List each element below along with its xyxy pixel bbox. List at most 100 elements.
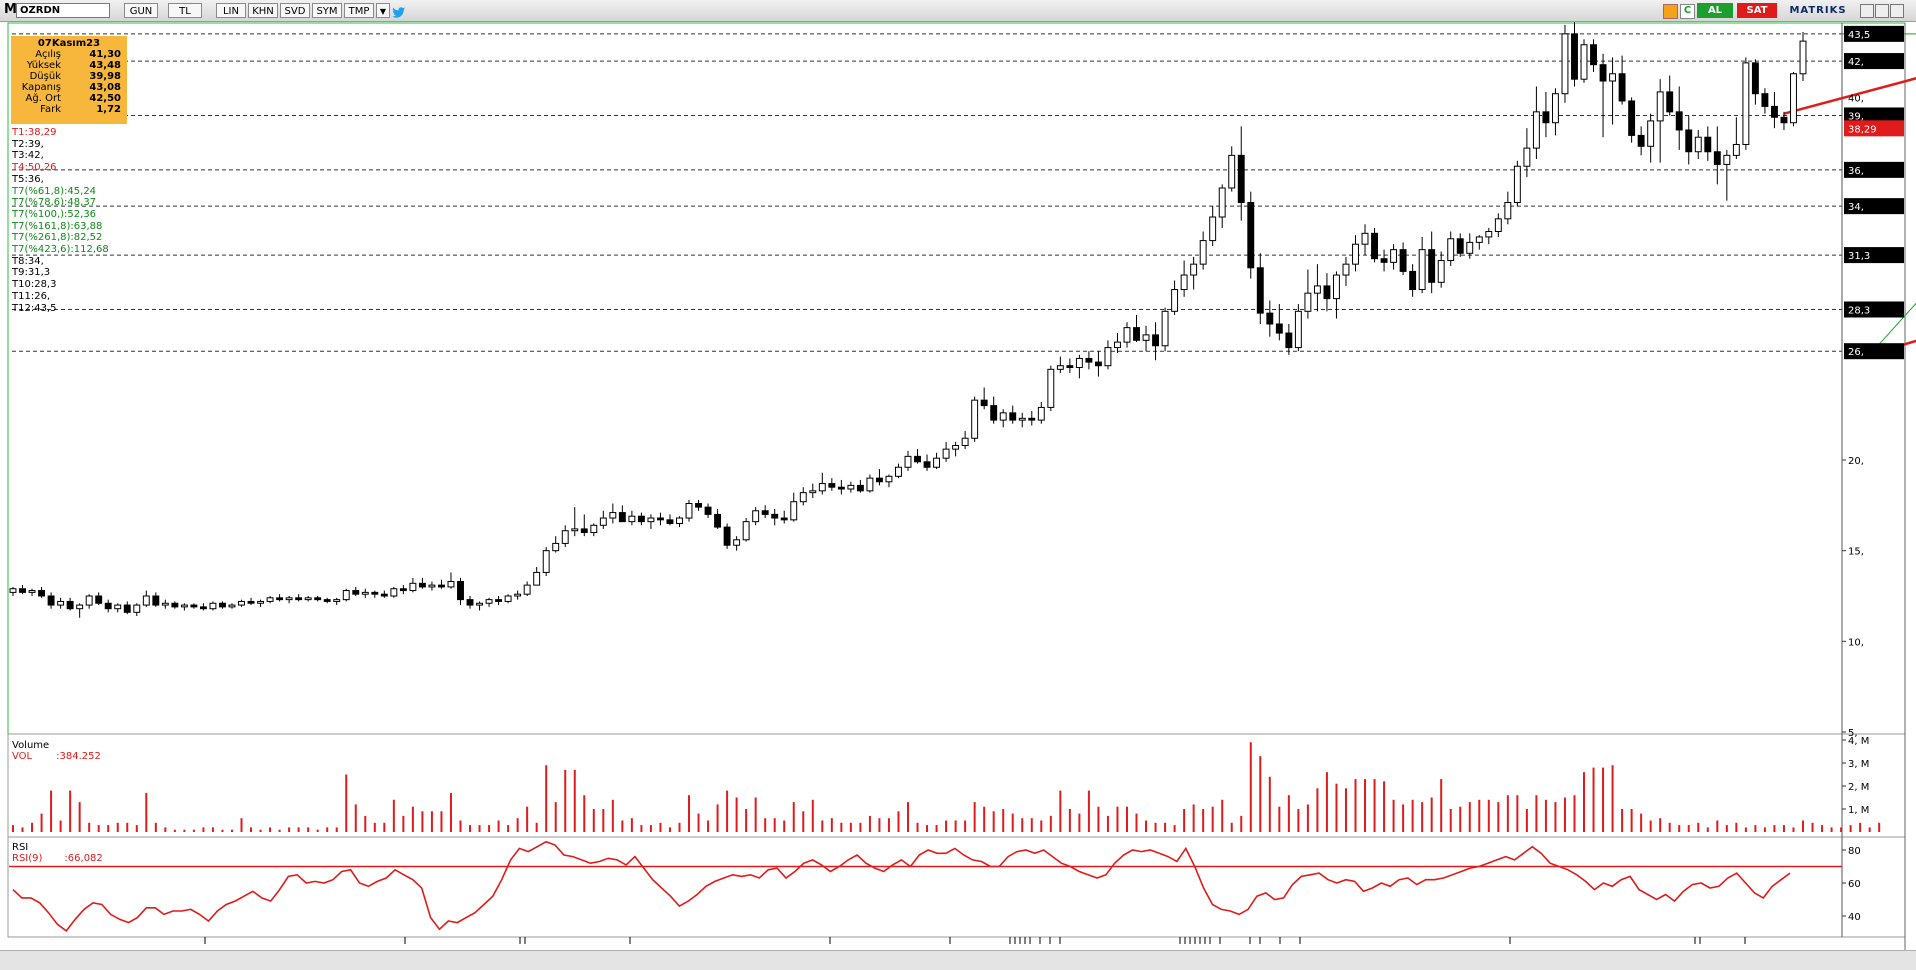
- candle-body: [1666, 91, 1674, 113]
- close-icon[interactable]: [1890, 4, 1904, 18]
- candle-body: [618, 512, 626, 523]
- candle-body: [161, 602, 169, 606]
- candle-body: [66, 600, 74, 610]
- candle-body: [1751, 62, 1759, 95]
- volume-readout: VOL:384.252: [12, 751, 101, 762]
- candle-body: [1494, 218, 1502, 233]
- buy-button[interactable]: AL: [1697, 3, 1733, 18]
- candle-body: [1713, 151, 1721, 165]
- info-row-diff: Fark 1,72: [11, 104, 127, 115]
- candle-body: [180, 604, 188, 608]
- svd-button[interactable]: SVD: [280, 3, 310, 18]
- candle-body: [1513, 165, 1521, 204]
- candle-body: [780, 517, 788, 521]
- candle-body: [314, 597, 322, 601]
- sym-button[interactable]: SYM: [312, 3, 342, 18]
- candle-body: [704, 506, 712, 515]
- candle-body: [1418, 249, 1426, 291]
- status-strip: [0, 950, 1916, 970]
- candle-body: [47, 595, 55, 606]
- app-logo: M: [4, 2, 17, 17]
- chart-canvas[interactable]: %100,%78,6%61,8 5,10,15,20, 52,3650,2648…: [0, 22, 1916, 950]
- restore-icon[interactable]: [1875, 4, 1889, 18]
- candle-body: [847, 484, 855, 490]
- candle-body: [1628, 100, 1636, 136]
- candle-body: [219, 602, 226, 608]
- candle-body: [685, 503, 693, 519]
- refresh-icon[interactable]: C: [1680, 4, 1695, 19]
- candle-body: [276, 597, 284, 601]
- candle-body: [590, 524, 598, 534]
- candle-body: [828, 483, 836, 488]
- info-row-low: Düşük 39,98: [11, 71, 127, 82]
- candle-body: [1409, 270, 1417, 291]
- candle-body: [1066, 365, 1074, 369]
- candle-body: [38, 590, 46, 597]
- candle-body: [85, 595, 93, 606]
- candle-body: [1199, 240, 1207, 265]
- period-button[interactable]: GUN: [124, 3, 158, 18]
- candle-body: [285, 597, 293, 601]
- level-label: T10:28,3: [12, 279, 57, 291]
- candle-body: [1437, 260, 1445, 283]
- price-tag: [1844, 53, 1904, 70]
- symbol-input[interactable]: OZRDN: [16, 3, 110, 18]
- candle-body: [1675, 111, 1683, 131]
- twitter-icon[interactable]: [392, 4, 406, 18]
- candle-body: [1637, 134, 1645, 147]
- candle-body: [1799, 40, 1807, 75]
- candle-body: [885, 475, 893, 483]
- rsi-value: :66,082: [64, 853, 103, 864]
- info-row-open: Açılış 41,30: [11, 49, 127, 60]
- candle-body: [895, 466, 902, 477]
- price-panel-frame: [7, 22, 1906, 735]
- minimize-icon[interactable]: [1860, 4, 1874, 18]
- info-value: 43,48: [89, 60, 121, 71]
- lin-button[interactable]: LIN: [216, 3, 246, 18]
- candle-body: [95, 595, 103, 604]
- candle-body: [1190, 263, 1198, 276]
- candle-body: [866, 477, 874, 492]
- level-label: T4:50,26: [12, 162, 57, 174]
- candle-body: [1466, 241, 1474, 254]
- candle-body: [466, 599, 474, 606]
- candle-body: [1323, 285, 1331, 300]
- candle-body: [1304, 292, 1312, 312]
- tmp-button[interactable]: TMP: [344, 3, 374, 18]
- info-label: Açılış: [35, 49, 61, 60]
- khn-button[interactable]: KHN: [248, 3, 278, 18]
- candle-body: [1523, 147, 1531, 167]
- candle-body: [380, 593, 388, 597]
- candle-body: [142, 595, 150, 606]
- candle-body: [485, 599, 493, 604]
- candle-body: [1085, 357, 1093, 363]
- candle-body: [999, 412, 1007, 421]
- price-tag-label: 42,: [1848, 57, 1864, 68]
- candle-body: [1075, 357, 1083, 369]
- candle-body: [238, 600, 245, 606]
- dropdown-button[interactable]: ▼: [376, 3, 390, 18]
- candle-body: [1685, 129, 1693, 153]
- price-tag: [1844, 343, 1904, 360]
- candle-body: [1094, 361, 1102, 367]
- info-row-avg: Ağ. Ort 42,50: [11, 93, 127, 104]
- price-tag: [1844, 301, 1904, 318]
- sell-button[interactable]: SAT: [1737, 3, 1777, 18]
- currency-button[interactable]: TL: [168, 3, 202, 18]
- candle-body: [1780, 116, 1788, 124]
- rsi-tick-label: 60: [1848, 879, 1861, 890]
- candle-body: [247, 600, 255, 604]
- info-label: Kapanış: [21, 82, 61, 93]
- candle-body: [1532, 111, 1540, 149]
- candle-body: [1123, 327, 1131, 343]
- chart-icon[interactable]: [1663, 4, 1678, 19]
- candle-body: [1333, 274, 1340, 300]
- y-tick-label: 15,: [1848, 547, 1864, 558]
- level-label: T7(%78,6):48,37: [12, 197, 97, 209]
- candle-body: [352, 590, 360, 595]
- level-label: T1:38,29: [12, 127, 57, 138]
- info-row-high: Yüksek 43,48: [11, 60, 127, 71]
- candle-body: [123, 604, 131, 613]
- candle-body: [1770, 105, 1778, 118]
- candle-body: [1266, 312, 1274, 325]
